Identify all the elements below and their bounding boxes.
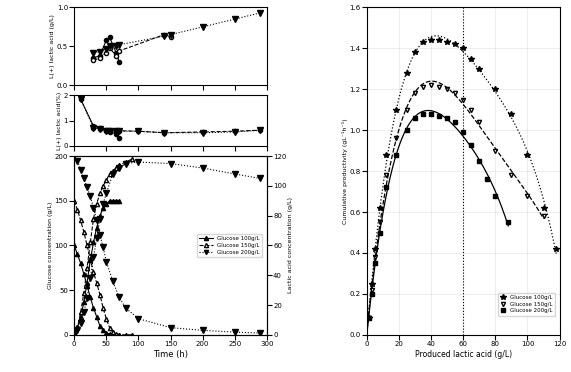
X-axis label: Produced lactic acid (g/L): Produced lactic acid (g/L)	[415, 350, 512, 359]
Y-axis label: Glucose concentration (g/L): Glucose concentration (g/L)	[48, 202, 53, 289]
X-axis label: Time (h): Time (h)	[153, 350, 188, 359]
Y-axis label: Cumulative productivity (gL⁻¹h⁻¹): Cumulative productivity (gL⁻¹h⁻¹)	[342, 118, 348, 224]
Legend: Glucose 100g/L, Glucose 150g/L, Glucose 200g/L: Glucose 100g/L, Glucose 150g/L, Glucose …	[197, 234, 262, 257]
Y-axis label: L(+) lactic acid(%): L(+) lactic acid(%)	[57, 92, 62, 150]
Y-axis label: Lactic acid concentration (g/L): Lactic acid concentration (g/L)	[288, 198, 293, 294]
Y-axis label: L(+) lactic acid (g/L): L(+) lactic acid (g/L)	[50, 15, 55, 78]
Legend: Glucose 100g/L, Glucose 150g/L, Glucose 200g/L: Glucose 100g/L, Glucose 150g/L, Glucose …	[498, 293, 555, 316]
